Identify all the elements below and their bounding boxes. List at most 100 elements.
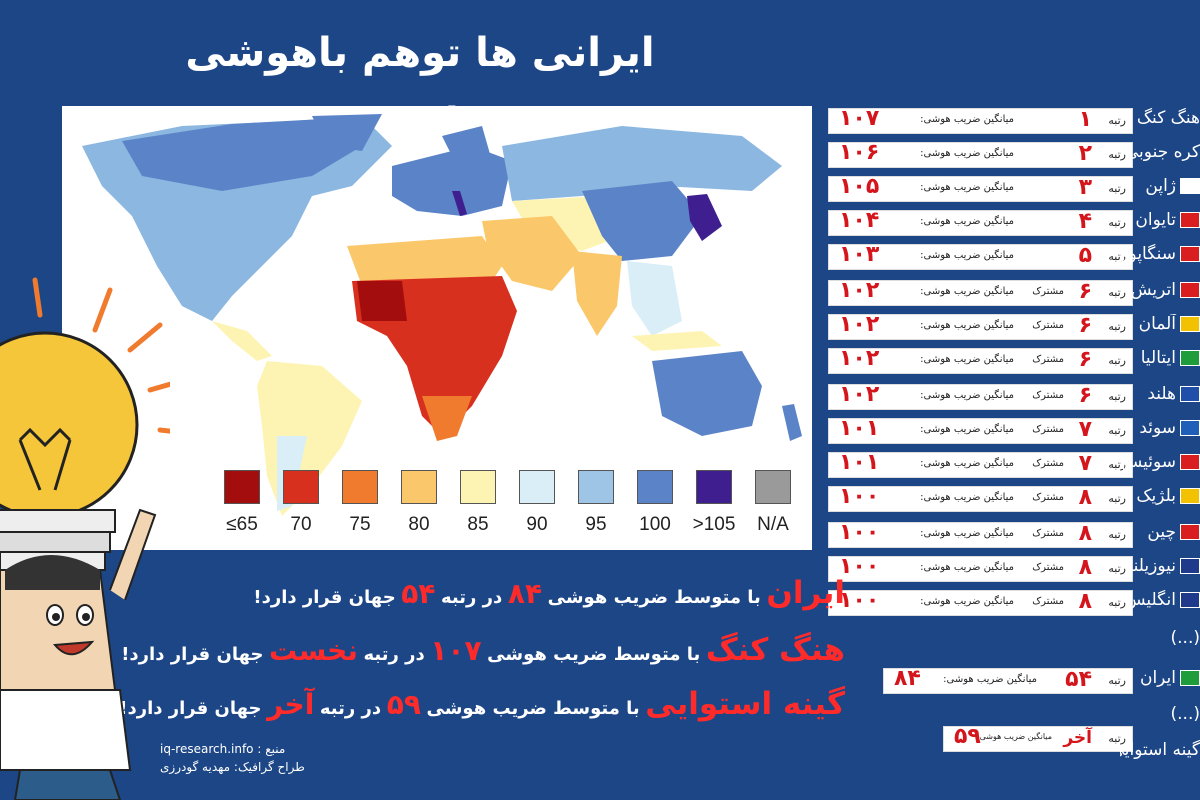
rank-number: ۲ <box>1078 141 1092 166</box>
iq-score: ۱۰۱ <box>839 450 880 475</box>
avg-label: میانگین ضریب هوشی: <box>920 492 1014 503</box>
iq-score: ۱۰۲ <box>839 312 880 337</box>
rank-shared: مشترک <box>1032 286 1064 297</box>
legend-label: ≤65 <box>226 514 258 535</box>
country-name: سوئد <box>1120 418 1200 446</box>
avg-label: میانگین ضریب هوشی: <box>920 354 1014 365</box>
statement-text: با متوسط ضریب هوشی <box>547 587 761 608</box>
country-name: هلند <box>1120 384 1200 412</box>
rank-number: ۸ <box>1078 485 1092 510</box>
flag-icon <box>1180 488 1200 504</box>
australia-shape <box>652 351 762 436</box>
legend-label: 85 <box>467 514 489 535</box>
iq-legend: ≤65 70 75 80 85 90 95 100 <box>212 470 802 540</box>
rank-number: ۶ <box>1078 347 1092 372</box>
rank-row: رتبه ۸ مشترک میانگین ضریب هوشی: ۱۰۰ <box>828 484 1133 512</box>
light-ray-icon <box>32 277 170 434</box>
rank-number: ۱ <box>1078 107 1092 132</box>
north-africa-shape <box>347 236 502 286</box>
iq-score: ۱۰۱ <box>839 416 880 441</box>
flag-icon <box>1180 670 1200 686</box>
country-name: انگلیس <box>1120 590 1200 618</box>
legend-label: 70 <box>290 514 312 535</box>
avg-label: میانگین ضریب هوشی: <box>943 674 1037 685</box>
rank-number: ۳ <box>1078 175 1092 200</box>
italy-shape <box>452 191 467 216</box>
country-name: کره جنوبی <box>1120 142 1200 170</box>
flag-icon <box>1180 524 1200 540</box>
flag-icon <box>1180 420 1200 436</box>
avg-label: میانگین ضریب هوشی: <box>920 114 1014 125</box>
country-name: ایتالیا <box>1120 348 1200 376</box>
country-label: تایوان <box>1135 210 1176 230</box>
country-name: سنگاپور <box>1120 244 1200 272</box>
statement-text: جهان قرار دارد! <box>121 644 264 665</box>
rank-shared: مشترک <box>1032 354 1064 365</box>
country-name: گینه استوایی <box>1120 740 1200 768</box>
canada-shape <box>122 118 362 191</box>
country-name: بلژیک <box>1120 486 1200 514</box>
rank-number: ۸ <box>1078 589 1092 614</box>
rank-word: رتبه <box>1108 182 1126 195</box>
rank-row: رتبه ۳ میانگین ضریب هوشی: ۱۰۵ <box>828 174 1133 202</box>
country-name: چین <box>1120 522 1200 550</box>
country-label: ایران <box>1139 668 1176 688</box>
statement-number: ۱۰۷ <box>430 634 482 667</box>
designer-credit: طراح گرافیک: مهدیه گودرزی <box>160 760 305 774</box>
legend-item: >105 <box>684 470 744 540</box>
rank-row: رتبه ۸ مشترک میانگین ضریب هوشی: ۱۰۰ <box>828 588 1133 616</box>
flag-icon <box>1180 246 1200 262</box>
china-shape <box>582 181 702 261</box>
rank-row: رتبه ۴ میانگین ضریب هوشی: ۱۰۴ <box>828 208 1133 236</box>
source-site: iq-research.info <box>160 742 254 756</box>
legend-label: 95 <box>585 514 607 535</box>
rank-shared: مشترک <box>1032 320 1064 331</box>
rank-row: رتبه ۸ مشترک میانگین ضریب هوشی: ۱۰۰ <box>828 520 1133 548</box>
rank-row: رتبه ۶ مشترک میانگین ضریب هوشی: ۱۰۲ <box>828 382 1133 410</box>
statement-text: با متوسط ضریب هوشی <box>487 644 701 665</box>
lightbulb-character-illustration <box>0 277 170 800</box>
rank-row: رتبه ۱ میانگین ضریب هوشی: ۱۰۷ <box>828 106 1133 134</box>
avg-label: میانگین ضریب هوشی: <box>920 250 1014 261</box>
statement-number: ۵۹ <box>386 688 421 721</box>
rank-row: رتبه ۶ مشترک میانگین ضریب هوشی: ۱۰۲ <box>828 278 1133 306</box>
rank-number: ۴ <box>1078 209 1092 234</box>
rank-word: رتبه <box>1108 458 1126 471</box>
country-label: نیوزیلند <box>1124 556 1176 576</box>
rank-word: رتبه <box>1108 732 1126 745</box>
country-label: سنگاپور <box>1120 244 1176 264</box>
rank-shared: مشترک <box>1032 528 1064 539</box>
west-africa-shape <box>357 281 407 321</box>
statement-country: ایران <box>766 575 845 611</box>
rank-word: رتبه <box>1108 562 1126 575</box>
middle-east-shape <box>482 216 582 291</box>
legend-label: N/A <box>757 514 789 535</box>
rank-word: رتبه <box>1108 596 1126 609</box>
iq-score: ۱۰۷ <box>839 106 880 131</box>
country-name: اتریش <box>1120 280 1200 308</box>
source-line: منبع : iq-research.info <box>160 742 370 760</box>
rank-word: رتبه <box>1108 674 1126 687</box>
legend-item: 90 <box>507 470 567 540</box>
avg-label: میانگین ضریب هوشی: <box>920 286 1014 297</box>
rank-word: رتبه <box>1108 216 1126 229</box>
iq-score: ۱۰۰ <box>839 520 880 545</box>
legend-swatch <box>460 470 496 504</box>
legend-swatch <box>755 470 791 504</box>
south-africa-shape <box>422 396 472 441</box>
korea-japan-shape <box>687 194 722 241</box>
statement-rank: نخست <box>269 634 358 667</box>
legend-swatch <box>637 470 673 504</box>
flag-icon <box>1180 592 1200 608</box>
rank-row: رتبه ۵ میانگین ضریب هوشی: ۱۰۳ <box>828 242 1133 270</box>
iq-score: ۱۰۴ <box>839 208 880 233</box>
southeast-asia-shape <box>627 261 682 336</box>
avg-label: میانگین ضریب هوشی: <box>920 216 1014 227</box>
statement-number: ۸۴ <box>507 577 543 610</box>
europe-shape <box>392 146 512 216</box>
flag-icon <box>1180 454 1200 470</box>
country-label: کره جنوبی <box>1124 142 1200 162</box>
country-label: سوئیس <box>1121 452 1176 472</box>
flag-icon <box>1180 282 1200 298</box>
rank-number: ۶ <box>1078 383 1092 408</box>
